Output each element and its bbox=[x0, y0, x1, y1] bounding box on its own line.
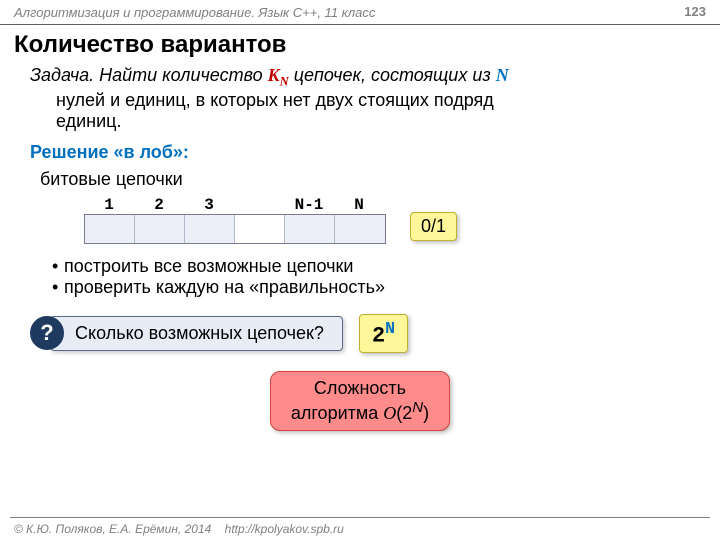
complexity-line2: алгоритма O(2N) bbox=[291, 399, 429, 424]
footer-rule bbox=[10, 517, 710, 518]
question-mark-icon: ? bbox=[30, 316, 64, 350]
page-title: Количество вариантов bbox=[0, 31, 720, 65]
strip-label-n: N bbox=[334, 196, 384, 214]
footer: © К.Ю. Поляков, Е.А. Ерёмин, 2014 http:/… bbox=[14, 522, 706, 536]
question-box: Сколько возможных цепочек? bbox=[50, 316, 343, 351]
complexity-a: алгоритма bbox=[291, 403, 383, 423]
question-row: ? Сколько возможных цепочек? 2N bbox=[30, 314, 690, 353]
kn-symbol: KN bbox=[268, 65, 289, 85]
strip-labels: 1 2 3 N-1 N bbox=[84, 196, 384, 214]
page-number: 123 bbox=[684, 4, 706, 19]
task-text: Задача. Найти количество KN цепочек, сос… bbox=[30, 65, 690, 132]
strip-label-2: 2 bbox=[134, 196, 184, 214]
task-label: Задача bbox=[30, 65, 89, 85]
task-part-b: цепочек, состоящих из bbox=[289, 65, 496, 85]
bit-strip: 1 2 3 N-1 N 0/1 bbox=[30, 196, 690, 248]
cell bbox=[135, 215, 185, 243]
solution-label: Решение «в лоб»: bbox=[30, 142, 690, 163]
task-part-a: . Найти количество bbox=[89, 65, 267, 85]
cell-ellipsis bbox=[235, 215, 285, 243]
cell bbox=[335, 215, 385, 243]
task-line3: единиц. bbox=[30, 111, 690, 132]
complexity-close: ) bbox=[423, 403, 429, 423]
bullet-1: построить все возможные цепочки bbox=[52, 256, 690, 277]
cell bbox=[185, 215, 235, 243]
task-line2: нулей и единиц, в которых нет двух стоящ… bbox=[30, 90, 690, 111]
kn-base: K bbox=[268, 65, 280, 85]
n-symbol: N bbox=[496, 65, 509, 85]
strip-label-1: 1 bbox=[84, 196, 134, 214]
bullet-list: построить все возможные цепочки проверит… bbox=[30, 256, 690, 298]
strip-cells bbox=[84, 214, 386, 244]
footer-url: http://kpolyakov.spb.ru bbox=[225, 522, 344, 536]
bit-label: битовые цепочки bbox=[30, 169, 690, 190]
answer-base: 2 bbox=[372, 323, 385, 348]
bullet-2: проверить каждую на «правильность» bbox=[52, 277, 690, 298]
complexity-exp: N bbox=[412, 399, 423, 416]
cell bbox=[85, 215, 135, 243]
strip-label-3: 3 bbox=[184, 196, 234, 214]
complexity-o: O bbox=[383, 403, 396, 423]
footer-authors: © К.Ю. Поляков, Е.А. Ерёмин, 2014 bbox=[14, 522, 211, 536]
course-line: Алгоритмизация и программирование. Язык … bbox=[14, 5, 375, 20]
cell bbox=[285, 215, 335, 243]
header-rule bbox=[0, 24, 720, 25]
badge-01: 0/1 bbox=[410, 212, 457, 241]
complexity-line1: Сложность bbox=[291, 378, 429, 399]
answer-exp: N bbox=[385, 319, 395, 338]
kn-sub: N bbox=[280, 75, 289, 89]
complexity-box: Сложность алгоритма O(2N) bbox=[270, 371, 450, 431]
answer-badge: 2N bbox=[359, 314, 408, 353]
strip-label-gap bbox=[234, 196, 284, 214]
complexity-open: (2 bbox=[396, 403, 412, 423]
strip-label-n1: N-1 bbox=[284, 196, 334, 214]
